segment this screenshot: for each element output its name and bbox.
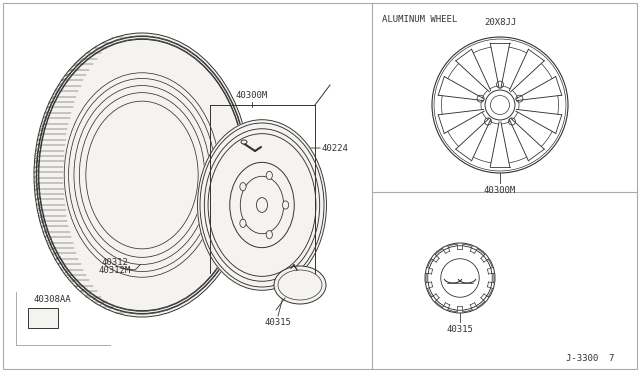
Ellipse shape: [266, 171, 273, 179]
Bar: [28, 308, 58, 328]
Ellipse shape: [257, 198, 268, 212]
Circle shape: [429, 247, 492, 310]
Ellipse shape: [241, 140, 247, 144]
Text: 40300M: 40300M: [236, 91, 268, 100]
Circle shape: [441, 259, 479, 297]
Ellipse shape: [240, 219, 246, 227]
Text: 40224: 40224: [322, 144, 349, 153]
Ellipse shape: [240, 176, 284, 234]
Text: 40308AA: 40308AA: [33, 295, 70, 304]
Text: 20X8JJ: 20X8JJ: [484, 18, 516, 27]
Circle shape: [435, 41, 564, 170]
Circle shape: [477, 95, 484, 102]
Text: 40300M: 40300M: [484, 186, 516, 195]
Circle shape: [509, 118, 515, 125]
Ellipse shape: [197, 119, 327, 291]
Ellipse shape: [88, 104, 196, 246]
Circle shape: [484, 118, 492, 125]
Circle shape: [485, 90, 515, 120]
Ellipse shape: [230, 162, 294, 248]
Text: ALUMINUM WHEEL: ALUMINUM WHEEL: [382, 15, 457, 24]
Ellipse shape: [274, 266, 326, 304]
Circle shape: [490, 96, 509, 115]
Text: J-3300  7: J-3300 7: [566, 354, 614, 363]
Text: 40315: 40315: [264, 318, 291, 327]
Ellipse shape: [266, 231, 273, 239]
Circle shape: [497, 81, 504, 88]
Ellipse shape: [282, 201, 289, 209]
Text: 40312M: 40312M: [99, 266, 131, 275]
Ellipse shape: [278, 270, 322, 300]
Ellipse shape: [211, 137, 314, 273]
Ellipse shape: [34, 33, 250, 317]
Text: 40315: 40315: [447, 325, 474, 334]
Ellipse shape: [240, 183, 246, 191]
Text: 40312: 40312: [102, 258, 129, 267]
Circle shape: [516, 95, 523, 102]
